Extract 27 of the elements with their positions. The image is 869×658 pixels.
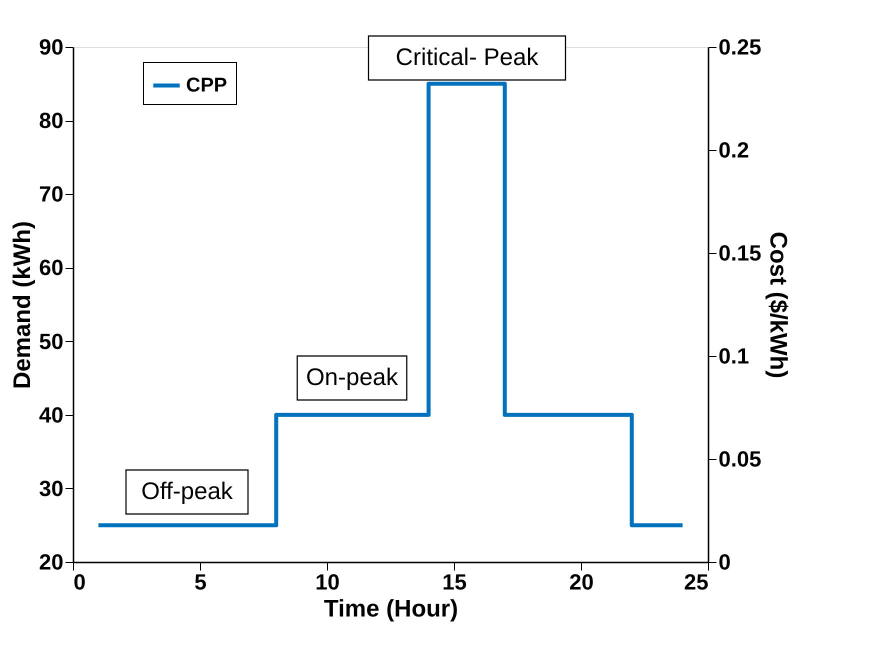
y2-tick-label: 0.2 — [718, 138, 750, 162]
x-tick-label: 20 — [569, 570, 594, 594]
y-tick-label: 80 — [39, 108, 64, 134]
y2-tick-label: 0 — [718, 550, 731, 574]
y-tick-label: 30 — [39, 476, 64, 501]
y-tick-label: 70 — [39, 182, 64, 207]
annotation: Critical- Peak — [396, 44, 540, 71]
y2-tick-label: 0.25 — [718, 34, 762, 60]
y-tick-label: 40 — [39, 402, 64, 428]
y-tick-label: 90 — [39, 34, 64, 60]
y-tick-label: 60 — [39, 255, 64, 280]
annotation: Off-peak — [141, 478, 234, 505]
annotation: On-peak — [306, 364, 400, 391]
y-tick-label: 20 — [39, 550, 64, 574]
y-axis-title: Demand (kWh) — [9, 221, 36, 389]
y2-tick-label: 0.1 — [718, 344, 750, 368]
x-tick-label: 5 — [194, 570, 207, 594]
x-tick-label: 0 — [74, 570, 86, 594]
y2-tick-label: 0.15 — [718, 240, 762, 266]
x-tick-label: 15 — [442, 570, 467, 594]
x-axis-title: Time (Hour) — [324, 596, 458, 622]
y-tick-label: 50 — [39, 328, 64, 354]
legend-label: CPP — [186, 74, 228, 96]
x-tick-label: 25 — [684, 570, 708, 594]
y2-axis-title: Cost ($/kWh) — [764, 232, 792, 378]
y2-tick-label: 0.05 — [718, 446, 762, 472]
x-tick-label: 10 — [315, 570, 340, 594]
